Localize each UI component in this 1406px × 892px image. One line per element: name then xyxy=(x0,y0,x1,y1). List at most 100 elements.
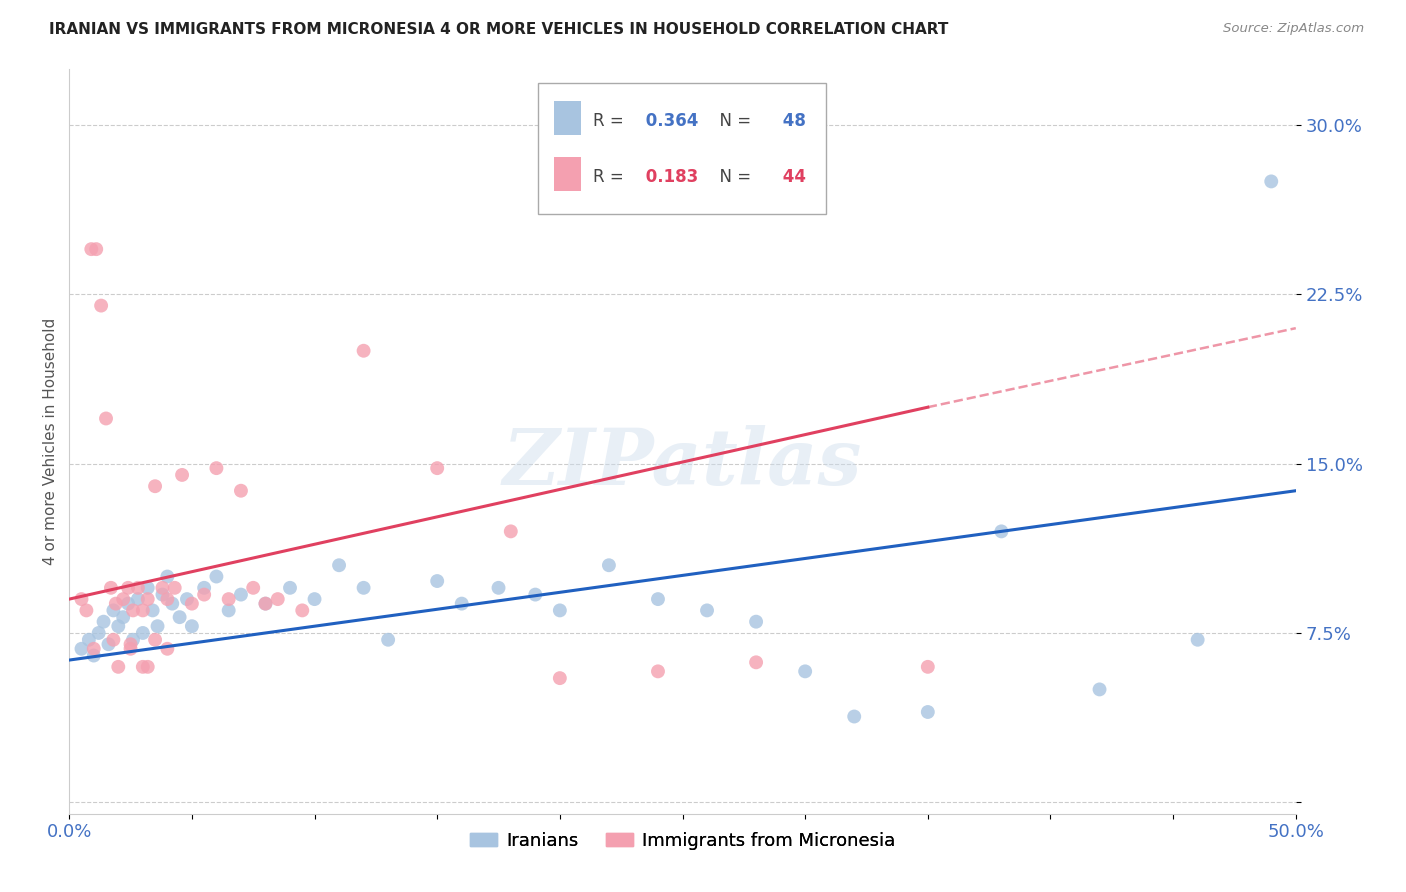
Point xyxy=(84,242,107,256)
Point xyxy=(104,597,127,611)
Point xyxy=(136,660,159,674)
Point xyxy=(80,242,103,256)
Point xyxy=(1187,632,1209,647)
Point xyxy=(103,603,125,617)
Point xyxy=(152,588,174,602)
Point xyxy=(112,610,135,624)
Point xyxy=(142,603,165,617)
Point xyxy=(77,632,100,647)
Point xyxy=(70,641,93,656)
Point xyxy=(278,581,301,595)
Text: IRANIAN VS IMMIGRANTS FROM MICRONESIA 4 OR MORE VEHICLES IN HOUSEHOLD CORRELATIO: IRANIAN VS IMMIGRANTS FROM MICRONESIA 4 … xyxy=(49,22,949,37)
Point xyxy=(377,632,399,647)
Point xyxy=(291,603,314,617)
Point xyxy=(132,626,155,640)
Point xyxy=(122,603,145,617)
Point xyxy=(229,588,252,602)
Point xyxy=(745,656,768,670)
Point xyxy=(152,581,174,595)
Point xyxy=(83,648,105,663)
Point xyxy=(794,665,817,679)
Point xyxy=(122,632,145,647)
Y-axis label: 4 or more Vehicles in Household: 4 or more Vehicles in Household xyxy=(44,318,58,565)
Text: 48: 48 xyxy=(778,112,806,129)
Point xyxy=(156,592,179,607)
Text: 0.183: 0.183 xyxy=(640,168,697,186)
Point xyxy=(180,597,202,611)
Point xyxy=(87,626,110,640)
Point xyxy=(254,597,277,611)
Text: 0.364: 0.364 xyxy=(640,112,697,129)
Text: N =: N = xyxy=(710,112,756,129)
Point xyxy=(1088,682,1111,697)
Point xyxy=(205,569,228,583)
Point xyxy=(100,581,122,595)
Point xyxy=(647,665,669,679)
Point xyxy=(103,632,125,647)
Point xyxy=(120,637,142,651)
Point xyxy=(353,343,375,358)
Point xyxy=(120,641,142,656)
Point xyxy=(170,467,193,482)
Text: Source: ZipAtlas.com: Source: ZipAtlas.com xyxy=(1223,22,1364,36)
Point xyxy=(163,581,186,595)
Point xyxy=(180,619,202,633)
Point xyxy=(488,581,510,595)
Point xyxy=(132,603,155,617)
Point xyxy=(218,592,240,607)
Point xyxy=(136,592,159,607)
FancyBboxPatch shape xyxy=(554,157,581,191)
Point xyxy=(844,709,866,723)
Point xyxy=(426,461,449,475)
Point xyxy=(426,574,449,588)
Point xyxy=(548,671,571,685)
Point xyxy=(1260,174,1282,188)
Point xyxy=(146,619,169,633)
Point xyxy=(107,619,129,633)
Point xyxy=(136,581,159,595)
Point xyxy=(97,637,120,651)
Point xyxy=(548,603,571,617)
Point xyxy=(127,592,149,607)
Point xyxy=(75,603,97,617)
Point xyxy=(94,411,117,425)
Point xyxy=(254,597,277,611)
Point xyxy=(696,603,718,617)
FancyBboxPatch shape xyxy=(554,101,581,135)
Point xyxy=(169,610,191,624)
Point xyxy=(176,592,198,607)
Point xyxy=(117,597,139,611)
Point xyxy=(143,632,166,647)
Point xyxy=(524,588,547,602)
Point xyxy=(229,483,252,498)
Point xyxy=(156,641,179,656)
Legend: Iranians, Immigrants from Micronesia: Iranians, Immigrants from Micronesia xyxy=(463,824,903,856)
Point xyxy=(353,581,375,595)
Point xyxy=(917,660,939,674)
Text: R =: R = xyxy=(593,168,628,186)
Point xyxy=(267,592,290,607)
Point xyxy=(162,597,184,611)
Point xyxy=(83,641,105,656)
Point xyxy=(499,524,522,539)
Point xyxy=(218,603,240,617)
Point xyxy=(107,660,129,674)
Point xyxy=(193,581,215,595)
Point xyxy=(143,479,166,493)
Point xyxy=(242,581,264,595)
Point xyxy=(647,592,669,607)
Point xyxy=(93,615,115,629)
Point xyxy=(193,588,215,602)
Point xyxy=(132,660,155,674)
Point xyxy=(205,461,228,475)
Text: ZIPatlas: ZIPatlas xyxy=(503,425,862,501)
Point xyxy=(117,581,139,595)
Point xyxy=(328,558,350,573)
Point xyxy=(70,592,93,607)
Point xyxy=(304,592,326,607)
Text: 44: 44 xyxy=(778,168,806,186)
Text: R =: R = xyxy=(593,112,628,129)
Text: N =: N = xyxy=(710,168,756,186)
Point xyxy=(156,569,179,583)
Point xyxy=(112,592,135,607)
